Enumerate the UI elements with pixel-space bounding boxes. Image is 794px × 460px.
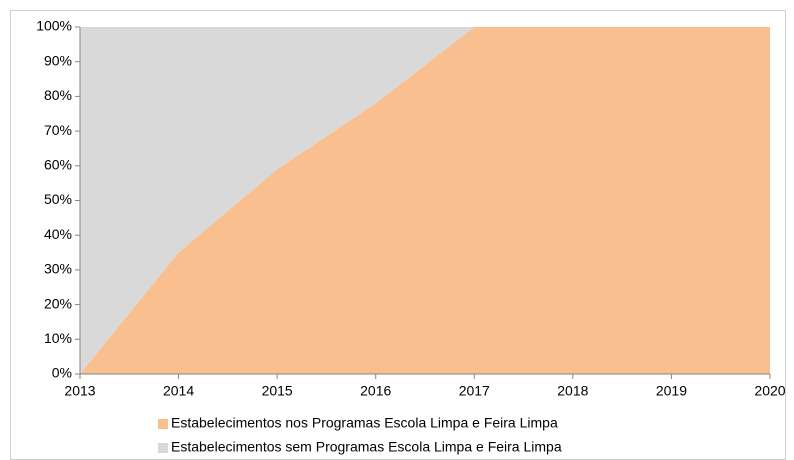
y-tick-label: 50% (44, 191, 72, 207)
y-tick-label: 20% (44, 295, 72, 311)
x-tick-label: 2014 (163, 383, 194, 399)
y-tick-label: 90% (44, 52, 72, 68)
x-tick-label: 2017 (459, 383, 490, 399)
x-tick-label: 2016 (360, 383, 391, 399)
y-tick-label: 80% (44, 87, 72, 103)
y-tick-label: 10% (44, 330, 72, 346)
x-tick-label: 2019 (656, 383, 687, 399)
area (80, 27, 770, 374)
legend-label: Estabelecimentos nos Programas Escola Li… (171, 415, 558, 431)
y-tick-label: 60% (44, 157, 72, 173)
y-tick-label: 30% (44, 261, 72, 277)
y-tick-label: 70% (44, 122, 72, 138)
y-tick-label: 40% (44, 226, 72, 242)
area (80, 27, 770, 374)
y-tick-label: 0% (52, 365, 72, 381)
x-tick-label: 2013 (64, 383, 95, 399)
legend-swatch (158, 443, 168, 453)
y-tick-label: 100% (36, 18, 72, 34)
legend-swatch (158, 419, 168, 429)
legend-label: Estabelecimentos sem Programas Escola Li… (171, 439, 562, 455)
x-tick-label: 2020 (754, 383, 785, 399)
x-tick-label: 2018 (557, 383, 588, 399)
x-tick-label: 2015 (262, 383, 293, 399)
